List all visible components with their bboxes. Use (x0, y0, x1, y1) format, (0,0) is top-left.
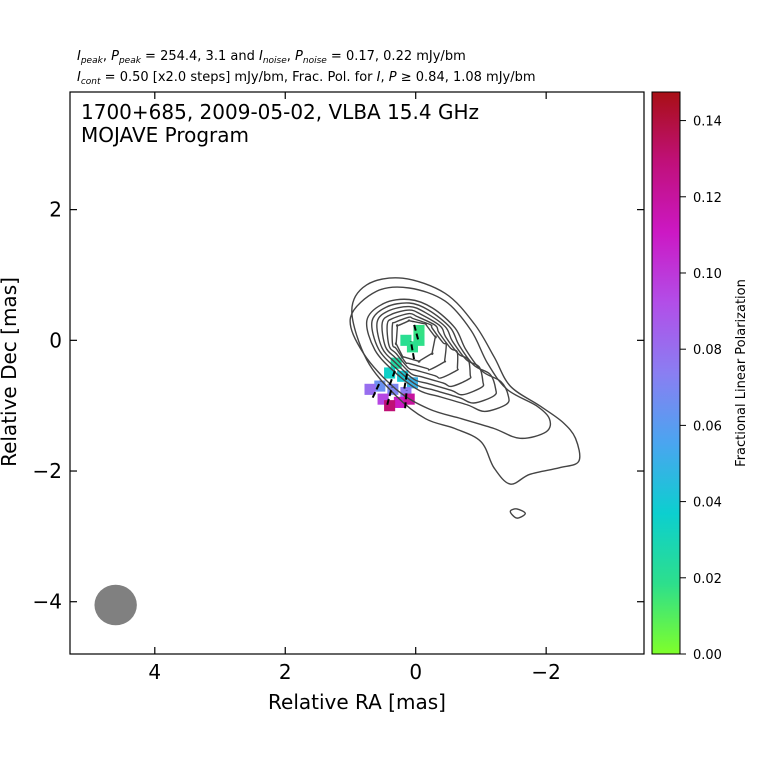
pol-pixel (393, 396, 405, 408)
x-tick-label: 0 (409, 660, 422, 684)
y-tick-label: −4 (33, 590, 62, 614)
pol-pixel (377, 393, 389, 405)
colorbar-tick-label: 0.02 (693, 572, 722, 587)
plot-frame (69, 91, 645, 655)
pol-pixel (400, 334, 412, 346)
contour-level (386, 312, 459, 379)
contour-level (391, 316, 447, 371)
pol-pixel (384, 367, 396, 379)
colorbar-tick-label: 0.04 (693, 496, 722, 511)
colorbar-tick-label: 0.12 (693, 191, 722, 206)
colorbar-label: Fractional Linear Polarization (734, 279, 749, 467)
pol-pixel (364, 383, 376, 395)
chart-title-line-2: MOJAVE Program (81, 123, 249, 147)
pol-pixel (413, 324, 425, 337)
y-tick-label: −2 (33, 459, 62, 483)
evpa-tick (404, 389, 408, 409)
y-tick-label: 2 (49, 198, 62, 222)
pol-pixel (397, 370, 409, 382)
pol-pixel (413, 334, 425, 346)
x-tick-label: 2 (279, 660, 292, 684)
contour-level (376, 305, 485, 396)
evpa-tick (409, 340, 416, 360)
contour-level (349, 286, 552, 440)
contour-level (371, 302, 498, 404)
contour-level (509, 508, 527, 519)
contour-level (351, 277, 581, 485)
evpa-tick (412, 321, 420, 340)
evpa-tick (371, 380, 382, 399)
contour-level (365, 298, 510, 413)
pol-pixel (384, 400, 396, 412)
evpa-tick (386, 386, 393, 405)
evpa-tick (403, 370, 409, 389)
x-axis-label: Relative RA [mas] (268, 690, 446, 714)
evpa-tick (388, 367, 397, 386)
chart-title-line-1: 1700+685, 2009-05-02, VLBA 15.4 GHz (81, 100, 479, 124)
contour-level (394, 319, 437, 363)
axis-ticks: 4 2 0 −2 2 0 −2 −4 (33, 92, 644, 684)
colorbar-tick-label: 0.06 (693, 419, 722, 434)
colorbar-tick-label: 0.14 (693, 115, 722, 130)
header-line-1: Ipeak, Ppeak = 254.4, 3.1 and Inoise, Pn… (77, 49, 466, 66)
total-intensity-contours (349, 277, 581, 519)
pol-pixel (374, 380, 386, 392)
x-tick-label: 4 (148, 660, 161, 684)
contour-level (381, 309, 472, 388)
colorbar-gradient (651, 91, 681, 655)
y-axis-label: Relative Dec [mas] (0, 277, 21, 467)
pol-pixel (400, 387, 412, 399)
x-tick-label: −2 (531, 660, 560, 684)
evpa-ticks (371, 321, 420, 409)
colorbar-tick-label: 0.00 (693, 648, 722, 663)
header-line-2: Icont = 0.50 [x2.0 steps] mJy/bm, Frac. … (77, 70, 536, 87)
colorbar-tick-label: 0.10 (693, 267, 722, 282)
beam-ellipse (94, 584, 137, 626)
plot-area (70, 92, 644, 654)
colorbar-tick-label: 0.08 (693, 343, 722, 358)
y-tick-label: 0 (49, 328, 62, 352)
colorbar-ticks: 0.00 0.02 0.04 0.06 0.08 0.10 0.12 0.14 (680, 115, 722, 663)
beam-ellipse (94, 584, 137, 626)
colorbar: 0.00 0.02 0.04 0.06 0.08 0.10 0.12 0.14 Fractio… (651, 91, 749, 663)
pol-pixel (387, 383, 399, 395)
